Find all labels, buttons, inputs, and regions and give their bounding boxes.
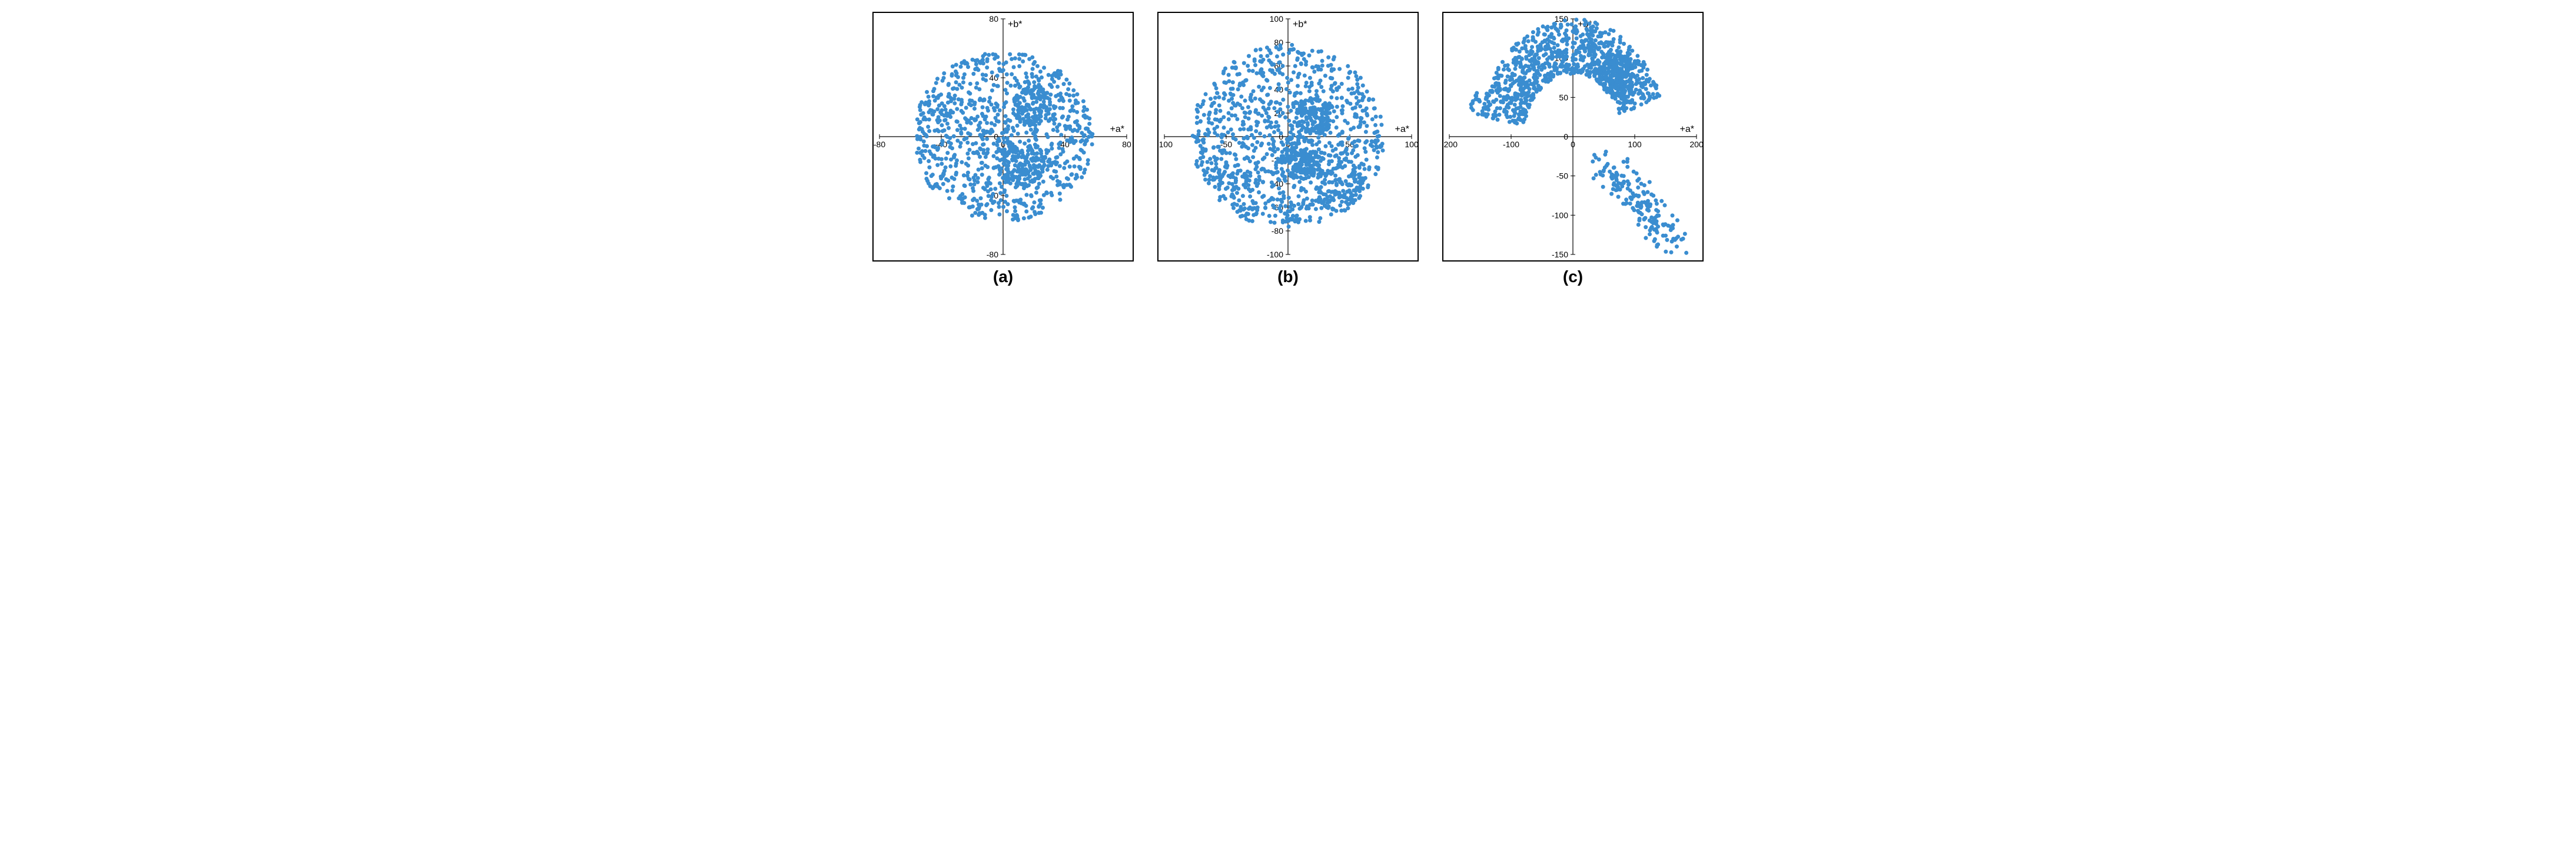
y-axis-label: +b* [1008,19,1022,29]
y-tick-label: -80 [987,250,998,259]
x-axis-label: +a* [1395,124,1409,134]
scatter-panel-c: -200-1000100200-150-100-50050100150+a*+b… [1442,12,1704,286]
panel-border: -200-1000100200-150-100-50050100150+a*+b… [1442,12,1704,262]
scatter-svg: -200-1000100200-150-100-50050100150+a*+b… [1443,13,1702,260]
x-tick-label: -80 [874,140,885,149]
y-tick-label: -80 [1272,226,1283,236]
x-axis-label: +a* [1110,124,1124,134]
scatter-panel-b: -100-50050100-100-80-60-40-2002040608010… [1157,12,1419,286]
x-tick-label: 0 [1571,140,1575,149]
panel-border: -80-4004080-80-4004080+a*+b* [872,12,1134,262]
y-tick-label: 50 [1559,92,1568,102]
y-tick-label: 0 [1563,132,1568,141]
y-tick-label: -100 [1552,210,1568,220]
panel-caption: (c) [1563,267,1583,286]
scatter-points [1469,18,1689,255]
y-tick-label: -150 [1552,250,1568,259]
panel-border: -100-50050100-100-80-60-40-2002040608010… [1157,12,1419,262]
x-tick-label: 200 [1689,140,1702,149]
x-tick-label: 100 [1628,140,1642,149]
y-tick-label: -50 [1556,171,1568,181]
x-axis-label: +a* [1680,124,1694,134]
x-tick-label: -200 [1443,140,1458,149]
x-tick-label: -100 [1158,140,1173,149]
y-tick-label: -100 [1267,250,1283,259]
figure-panels: -80-4004080-80-4004080+a*+b*(a)-100-5005… [12,12,2564,286]
panel-caption: (b) [1277,267,1299,286]
panel-caption: (a) [993,267,1013,286]
x-tick-label: 100 [1405,140,1418,149]
y-axis-label: +b* [1293,19,1307,29]
scatter-panel-a: -80-4004080-80-4004080+a*+b*(a) [872,12,1134,286]
x-tick-label: 80 [1122,140,1131,149]
x-tick-label: -100 [1503,140,1519,149]
scatter-svg: -100-50050100-100-80-60-40-2002040608010… [1158,13,1418,260]
y-tick-label: 100 [1270,14,1284,24]
y-tick-label: 80 [989,14,998,24]
y-tick-label: 150 [1555,14,1569,24]
scatter-svg: -80-4004080-80-4004080+a*+b* [874,13,1133,260]
